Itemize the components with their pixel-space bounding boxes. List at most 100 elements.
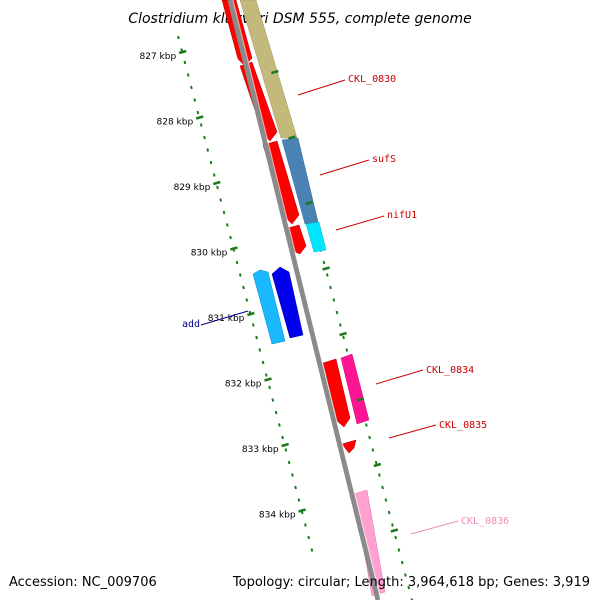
kbp-tick-mark: [178, 49, 187, 55]
genome-backbone-highlight: [232, 0, 382, 600]
leader-ckl0836: [410, 520, 459, 535]
inner-track-dot: [268, 385, 271, 390]
gene-label-ckl0830[interactable]: CKL_0830: [348, 74, 396, 85]
inner-track-dot: [222, 210, 226, 215]
inner-track-dot: [287, 460, 291, 465]
inner-track-dot: [235, 260, 239, 265]
inner-track-dot: [219, 198, 223, 202]
kbp-tick-label: 834 kbp: [259, 511, 296, 521]
outer-kbp-tick-mark: [288, 135, 296, 140]
kbp-tick-label: 827 kbp: [140, 52, 177, 62]
outer-track-dot: [384, 498, 388, 502]
inner-track-dot: [291, 473, 294, 477]
outer-kbp-tick-mark: [322, 266, 330, 271]
gene-label-nifu1[interactable]: nifU1: [387, 210, 417, 221]
inner-track-dot: [216, 185, 219, 190]
accession-text: Accession: NC_009706: [9, 575, 157, 590]
outer-track-dot: [391, 523, 394, 527]
kbp-tick-label: 830 kbp: [191, 249, 228, 259]
kbp-tick-mark: [281, 442, 289, 448]
inner-track-dot: [307, 535, 311, 540]
leader-ckl0830: [297, 79, 346, 96]
gene-ckl0835-feature[interactable]: [341, 439, 357, 454]
inner-track-dot: [186, 73, 190, 77]
kbp-tick-mark: [230, 246, 238, 251]
leader-ckl0835: [388, 424, 437, 439]
gene-add-light-feature[interactable]: [252, 269, 286, 345]
outer-track-dot: [410, 598, 414, 600]
inner-track-dot: [177, 35, 180, 40]
kbp-tick-mark: [195, 115, 204, 120]
outer-kbp-tick-mark: [339, 331, 347, 337]
outer-track-dot: [322, 260, 326, 265]
inner-track-dot: [278, 423, 281, 427]
kbp-tick-label: 832 kbp: [225, 380, 262, 390]
genome-backbone: [227, 0, 381, 600]
outer-track-dot: [332, 298, 336, 302]
map-title: Clostridium kluyveri DSM 555, complete g…: [128, 11, 471, 27]
inner-track-dot: [255, 335, 258, 340]
gene-label-ckl0834[interactable]: CKL_0834: [426, 365, 474, 376]
gene-ckl0834-feature[interactable]: [340, 353, 370, 425]
outer-kbp-tick-mark: [271, 69, 279, 75]
outer-track-dot: [345, 348, 349, 352]
outer-track-dot: [381, 485, 384, 490]
gene-label-leaders: [200, 79, 459, 535]
gene-label-add[interactable]: add: [182, 319, 200, 330]
outer-kbp-tick-mark: [373, 462, 382, 468]
outer-kbp-tick-mark: [305, 200, 313, 206]
outer-track-dot: [374, 460, 378, 465]
inner-track-dot: [261, 360, 265, 365]
outer-track-dot: [407, 585, 411, 590]
inner-track-dot: [183, 60, 187, 65]
outer-track-dot: [335, 310, 339, 315]
inner-track-dot: [199, 123, 203, 127]
gene-labels: CKL_0830 sufS nifU1 add CKL_0834 CKL_083…: [182, 74, 509, 527]
kbp-tick-mark: [298, 508, 306, 513]
kbp-tick-label: 829 kbp: [174, 183, 211, 193]
inner-track-dot: [274, 410, 278, 415]
inner-track-dot: [225, 223, 229, 227]
gene-label-ckl0836[interactable]: CKL_0836: [461, 516, 509, 527]
kbp-ticks: 827 kbp 828 kbp 829 kbp 830 kbp 831 kbp 832 k…: [140, 49, 399, 533]
inner-track-dot: [229, 235, 232, 240]
outer-track-dot: [329, 285, 332, 290]
gene-nifu1-feature[interactable]: [305, 221, 327, 253]
gene-label-ckl0835[interactable]: CKL_0835: [439, 420, 487, 431]
leader-add: [200, 310, 249, 326]
inner-track-dot: [304, 523, 307, 527]
inner-track-dot: [193, 98, 197, 102]
inner-track-dot: [238, 273, 242, 277]
kbp-tick-label: 828 kbp: [157, 118, 194, 128]
inner-track-dot: [196, 110, 200, 115]
inner-track-dot: [297, 498, 301, 502]
outer-track-dot: [338, 323, 342, 327]
inner-track-dot: [245, 298, 249, 302]
inner-track-dot: [284, 448, 288, 452]
outer-track-dot: [325, 273, 329, 277]
outer-track-dot: [365, 423, 368, 427]
inner-track-dot: [190, 85, 193, 90]
outer-track-dot: [404, 573, 407, 577]
outer-kbp-tick-mark: [356, 397, 365, 402]
inner-track-dot: [294, 485, 297, 490]
gene-ckl0836-feature[interactable]: [353, 489, 386, 597]
outer-track-dot: [378, 473, 381, 477]
kbp-tick-mark: [264, 377, 272, 382]
outer-track-dot: [342, 335, 345, 340]
kbp-tick-label: 831 kbp: [208, 314, 245, 324]
inner-track-dot: [271, 398, 275, 402]
kbp-tick-mark: [247, 311, 255, 317]
inner-track-dot: [264, 373, 268, 377]
gene-add-feature[interactable]: [271, 266, 304, 339]
gene-label-sufs[interactable]: sufS: [372, 154, 396, 165]
inner-track-dot: [212, 173, 216, 177]
outer-track-dot: [394, 535, 398, 540]
inner-track-dot: [251, 323, 255, 327]
outer-track-dot: [400, 560, 404, 565]
leader-nifu1: [335, 215, 385, 231]
leader-sufs: [319, 159, 370, 176]
inner-track-dot: [209, 160, 213, 165]
